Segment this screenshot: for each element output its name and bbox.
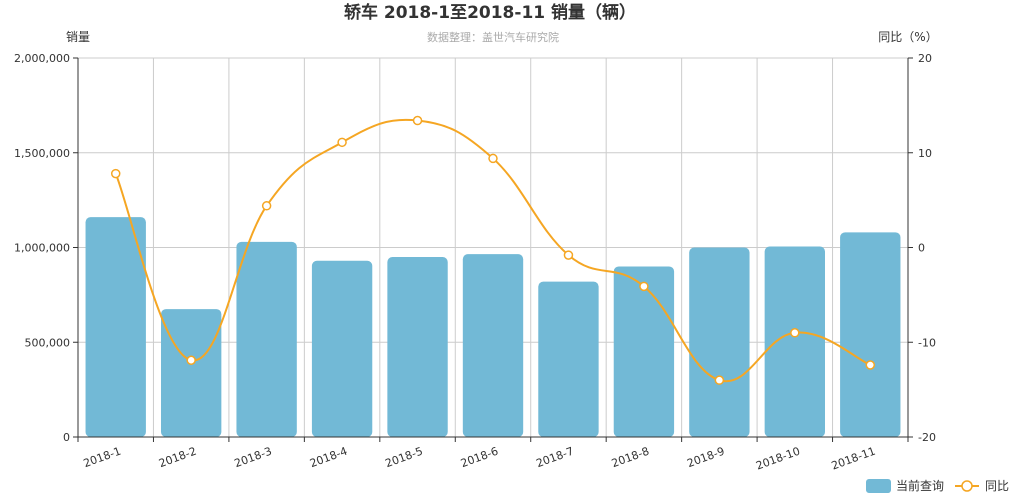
y-left-axis-label: 销量 xyxy=(66,30,90,44)
x-tick-label: 2018-4 xyxy=(308,445,349,471)
bar xyxy=(764,246,825,437)
legend-bar-label[interactable]: 当前查询 xyxy=(896,478,944,493)
x-tick-label: 2018-9 xyxy=(685,445,726,471)
y-right-tick-label: 0 xyxy=(918,242,925,255)
yoy-point xyxy=(488,153,498,164)
bar xyxy=(613,266,675,437)
chart-subtitle: 数据整理：盖世汽车研究院 xyxy=(427,30,559,44)
bar xyxy=(538,281,599,437)
y-left-tick-label: 0 xyxy=(63,431,70,444)
y-right-tick-label: -10 xyxy=(918,336,936,349)
bar xyxy=(840,232,901,437)
x-tick-label: 2018-10 xyxy=(754,445,802,473)
yoy-point xyxy=(412,115,423,126)
y-left-tick-label: 1,500,000 xyxy=(14,147,70,160)
yoy-point xyxy=(337,137,347,148)
yoy-point xyxy=(261,201,272,211)
bar xyxy=(387,256,448,437)
x-tick-label: 2018-3 xyxy=(233,445,274,471)
y-right-tick-label: 20 xyxy=(918,52,932,65)
yoy-point xyxy=(110,168,121,179)
yoy-point xyxy=(639,281,649,292)
y-right-axis-label: 同比（%） xyxy=(878,30,937,44)
bar-series xyxy=(85,217,901,437)
bar xyxy=(85,217,146,437)
bar xyxy=(689,247,750,437)
yoy-point xyxy=(790,328,800,338)
legend-line-marker[interactable] xyxy=(961,480,973,492)
y-right-tick-label: -20 xyxy=(918,431,936,444)
yoy-point xyxy=(186,355,196,366)
x-tick-label: 2018-5 xyxy=(384,445,425,471)
bar xyxy=(462,254,524,437)
y-right-tick-label: 10 xyxy=(918,147,932,160)
y-left-tick-label: 2,000,000 xyxy=(14,52,70,65)
bar xyxy=(311,260,373,437)
yoy-point xyxy=(563,250,574,260)
x-tick-label: 2018-11 xyxy=(830,445,878,473)
y-left-tick-label: 500,000 xyxy=(25,336,71,349)
legend-bar-swatch[interactable] xyxy=(866,479,891,493)
axes xyxy=(73,57,913,442)
yoy-line xyxy=(114,118,871,383)
x-tick-label: 2018-2 xyxy=(157,445,198,471)
bar xyxy=(236,241,297,437)
y-left-tick-label: 1,000,000 xyxy=(14,242,70,255)
line-series xyxy=(110,115,876,385)
x-tick-label: 2018-7 xyxy=(534,445,575,471)
bar xyxy=(161,309,222,437)
x-tick-label: 2018-6 xyxy=(459,445,500,471)
chart-title: 轿车 2018-1至2018-11 销量（辆） xyxy=(344,2,636,23)
legend-line-label[interactable]: 同比 xyxy=(985,479,1009,493)
legend: 当前查询 同比 xyxy=(866,478,1009,493)
yoy-point xyxy=(714,375,725,385)
yoy-point xyxy=(865,360,876,370)
x-tick-label: 2018-1 xyxy=(82,445,123,471)
x-tick-label: 2018-8 xyxy=(610,445,651,471)
